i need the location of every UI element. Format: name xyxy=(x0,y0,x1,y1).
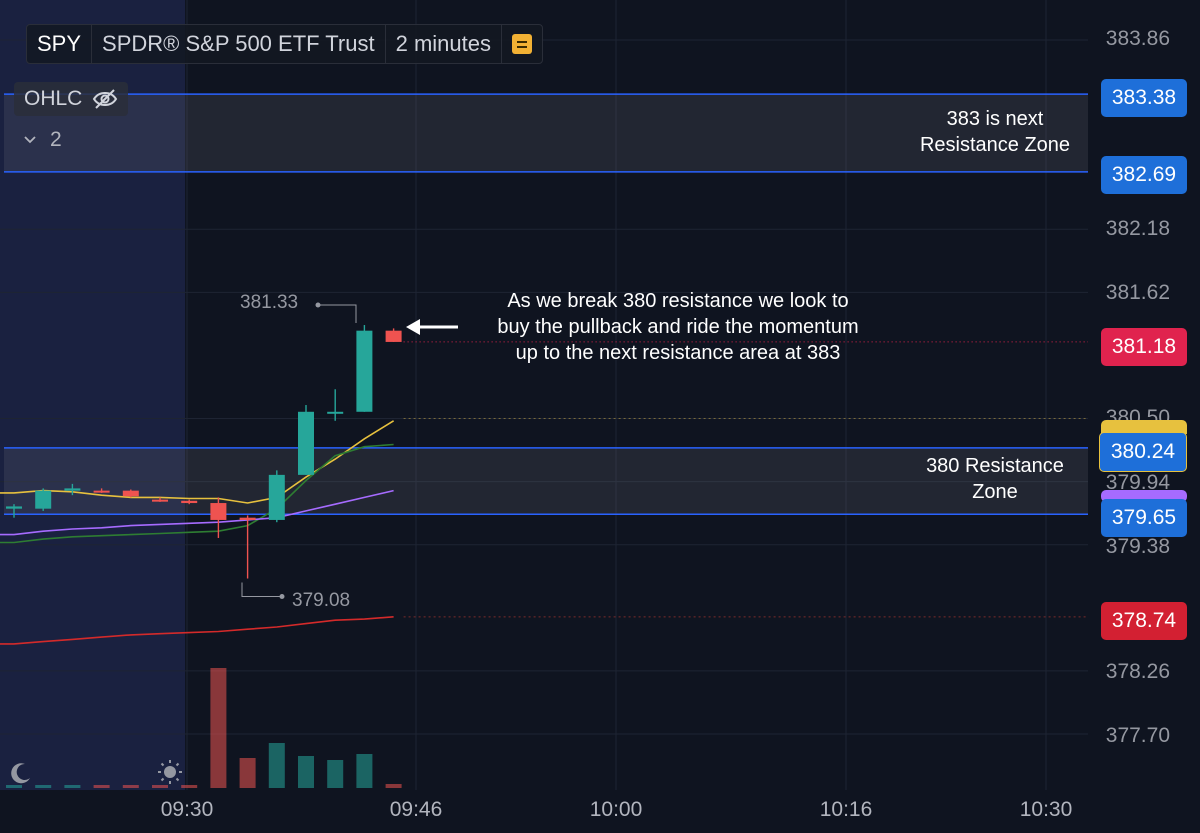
indicators-count: 2 xyxy=(50,128,62,151)
candle-body xyxy=(122,490,139,497)
volume-bar xyxy=(6,785,22,788)
volume-bar xyxy=(239,758,256,788)
last-price-tag[interactable]: 381.18 xyxy=(1101,328,1187,366)
candle-body xyxy=(356,330,373,412)
ma-line-purple xyxy=(0,489,394,536)
ma-yellow-tag-edge xyxy=(1101,420,1187,434)
candle-body xyxy=(64,488,81,491)
candle-body xyxy=(268,474,285,520)
price-tag-zone-bottom[interactable]: 382.69 xyxy=(1101,156,1187,194)
notes-icon xyxy=(511,34,532,54)
volume-bar xyxy=(210,668,227,788)
candle-body xyxy=(6,506,22,509)
annotation-breakout[interactable]: As we break 380 resistance we look to bu… xyxy=(497,290,859,364)
price-tag-zone-top[interactable]: 383.38 xyxy=(1101,79,1187,117)
ma-line-yellow xyxy=(0,420,395,504)
zone-rect xyxy=(4,447,1088,515)
premarket-shade xyxy=(0,0,185,790)
price-tick: 382.18 xyxy=(1105,217,1170,240)
volume-bar xyxy=(64,785,81,788)
high-marker-dot xyxy=(315,302,321,308)
ohlc-label: OHLC xyxy=(24,87,83,110)
candle-body xyxy=(181,500,198,504)
candle-body xyxy=(327,411,344,414)
zone-rect xyxy=(4,94,1088,172)
volume-bar xyxy=(152,785,168,788)
arrow-head xyxy=(406,319,420,335)
price-tick: 377.70 xyxy=(1105,724,1170,747)
candle-body xyxy=(298,411,314,475)
volume-bar xyxy=(385,784,402,788)
volume-bar xyxy=(93,785,110,788)
sun-icon[interactable] xyxy=(156,758,184,786)
candle-body xyxy=(210,503,227,520)
resistance-zones xyxy=(4,93,1088,516)
time-tick: 10:16 xyxy=(819,798,873,821)
volume-bar xyxy=(298,756,314,788)
time-tick: 10:00 xyxy=(589,798,643,821)
candle-body xyxy=(93,490,110,493)
volume-bar xyxy=(122,785,139,788)
low-label: 379.08 xyxy=(292,590,351,611)
high-label: 381.33 xyxy=(240,292,299,313)
price-tick: 383.86 xyxy=(1105,27,1170,50)
price-tag-lower-zone[interactable]: 379.65 xyxy=(1101,499,1187,537)
grid xyxy=(0,0,1088,790)
ma-line-red xyxy=(0,616,394,645)
indicators-toggle[interactable]: 2 xyxy=(24,128,62,152)
symbol-bar[interactable]: SPY SPDR® S&P 500 ETF Trust 2 minutes xyxy=(26,24,543,64)
volume-bar xyxy=(327,760,344,788)
time-tick: 10:30 xyxy=(1019,798,1073,821)
volume-bar xyxy=(356,754,373,788)
interval-label[interactable]: 2 minutes xyxy=(386,25,502,63)
price-tick: 381.62 xyxy=(1105,281,1170,304)
volume-bar xyxy=(35,785,52,788)
high-marker-line xyxy=(318,304,357,324)
candle-body xyxy=(239,517,256,520)
chevron-down-icon xyxy=(24,136,36,144)
low-marker-dot xyxy=(279,594,285,600)
low-marker-line xyxy=(241,582,282,598)
price-tick: 379.38 xyxy=(1105,535,1170,558)
candles xyxy=(6,325,402,579)
notes-button[interactable] xyxy=(502,25,542,63)
symbol-ticker[interactable]: SPY xyxy=(27,25,93,63)
price-tag-ma-red[interactable]: 378.74 xyxy=(1101,602,1187,640)
annotation-383-zone[interactable]: 383 is next Resistance Zone xyxy=(919,108,1071,156)
chart-extras xyxy=(241,302,1088,618)
volume-bars xyxy=(6,668,402,788)
price-tick: 379.94 xyxy=(1105,471,1170,494)
ohlc-legend[interactable]: OHLC xyxy=(14,82,129,116)
moving-averages xyxy=(0,420,395,645)
symbol-name[interactable]: SPDR® S&P 500 ETF Trust xyxy=(92,25,386,63)
ma-line-green xyxy=(0,443,394,544)
candle-body xyxy=(152,499,168,502)
price-tick: 378.26 xyxy=(1105,660,1170,683)
volume-bar xyxy=(181,785,198,788)
time-tick: 09:30 xyxy=(160,798,214,821)
eye-off-icon[interactable] xyxy=(92,88,118,110)
candle-body xyxy=(35,490,52,509)
annotation-380-zone[interactable]: 380 Resistance Zone xyxy=(926,455,1064,503)
volume-bar xyxy=(268,743,285,788)
candle-body xyxy=(385,330,402,342)
price-tag-ma-yellow[interactable]: 380.24 xyxy=(1099,432,1187,472)
time-tick: 09:46 xyxy=(389,798,443,821)
moon-icon[interactable] xyxy=(8,760,34,786)
